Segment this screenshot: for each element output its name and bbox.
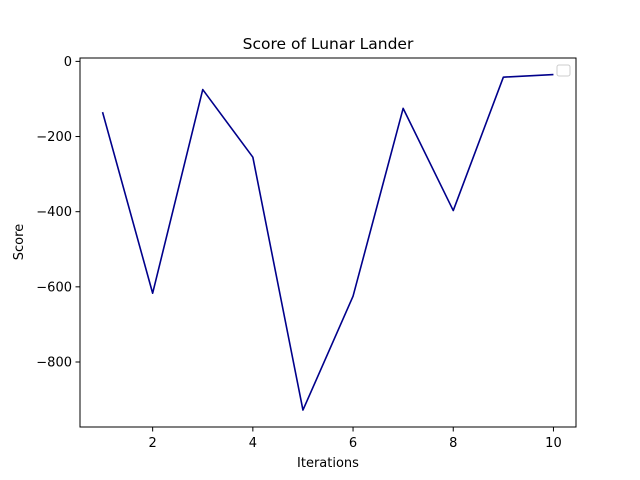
series-layer xyxy=(101,73,554,411)
y-tick-label: −600 xyxy=(36,280,72,295)
y-axis-ticks: 0 −200 −400 −600 −800 xyxy=(36,55,80,370)
plot-area xyxy=(80,58,576,427)
x-tick-label: 8 xyxy=(449,436,457,451)
series-line-0 xyxy=(101,73,554,411)
plot-frame xyxy=(79,57,577,428)
x-tick-label: 4 xyxy=(249,436,257,451)
y-tick-label: −200 xyxy=(36,130,72,145)
y-axis-label: Score xyxy=(12,224,27,260)
chart-title: Score of Lunar Lander xyxy=(243,35,414,53)
legend-box xyxy=(556,64,571,77)
y-tick-label: −800 xyxy=(36,355,72,370)
x-tick-label: 2 xyxy=(149,436,157,451)
x-axis-ticks: 2 4 6 8 10 xyxy=(149,427,562,451)
y-tick-label: 0 xyxy=(64,55,72,70)
y-tick-label: −400 xyxy=(36,205,72,220)
x-axis-label: Iterations xyxy=(297,456,359,471)
x-tick-label: 6 xyxy=(349,436,357,451)
x-tick-label: 10 xyxy=(545,436,562,451)
